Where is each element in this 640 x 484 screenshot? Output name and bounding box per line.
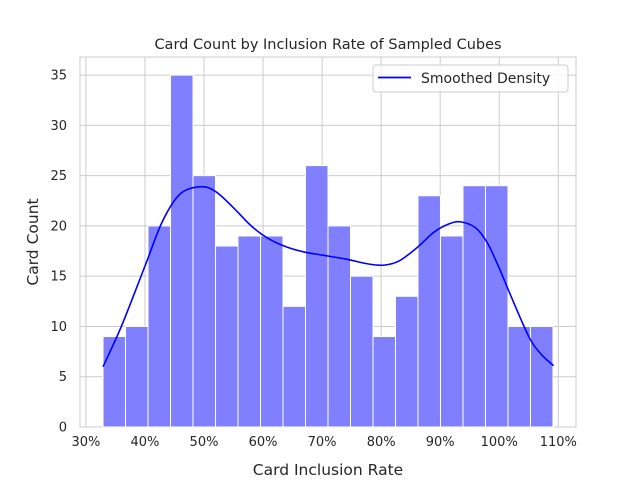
histogram-bar <box>260 235 284 428</box>
density-curve <box>102 185 555 368</box>
y-tick-label: 30 <box>50 119 67 134</box>
histogram-bar <box>215 245 239 428</box>
x-tick-label: 90% <box>426 435 455 450</box>
histogram-bar <box>237 235 262 428</box>
y-tick-label: 15 <box>50 270 67 285</box>
histogram-bar <box>147 225 172 428</box>
histogram-bar <box>484 185 509 428</box>
histogram-bar <box>125 325 149 428</box>
x-tick-label: 40% <box>130 435 159 450</box>
y-tick-label: 10 <box>50 320 67 335</box>
histogram-bar <box>349 275 374 428</box>
histogram-bar <box>372 336 396 428</box>
legend: Smoothed Density <box>372 64 569 93</box>
x-tick-label: 70% <box>308 435 337 450</box>
histogram-bar <box>102 336 127 428</box>
histogram-bar <box>170 74 194 428</box>
histogram-bar <box>529 325 554 428</box>
y-tick-labels: 0 5 10 15 20 25 30 35 <box>50 69 67 436</box>
histogram-bar <box>192 175 217 428</box>
x-tick-label: 110% <box>540 435 577 450</box>
histogram-bar <box>439 235 464 428</box>
x-tick-label: 30% <box>71 435 100 450</box>
y-tick-label: 5 <box>59 370 67 385</box>
histogram-bar <box>282 305 307 428</box>
histogram-bar <box>507 325 531 428</box>
x-tick-label: 50% <box>190 435 219 450</box>
chart-title: Card Count by Inclusion Rate of Sampled … <box>154 37 501 53</box>
x-tick-label: 100% <box>481 435 518 450</box>
x-tick-label: 60% <box>249 435 278 450</box>
legend-label: Smoothed Density <box>421 71 550 87</box>
legend-box <box>372 64 569 93</box>
histogram-bar <box>394 295 419 428</box>
x-axis-label: Card Inclusion Rate <box>253 461 403 479</box>
y-tick-label: 0 <box>59 421 67 436</box>
y-axis-label: Card Count <box>24 198 42 285</box>
x-tick-labels: 30% 40% 50% 60% 70% 80% 90% 100% 110% <box>71 435 576 450</box>
bars <box>102 74 554 428</box>
y-tick-label: 25 <box>50 169 67 184</box>
x-tick-label: 80% <box>367 435 396 450</box>
histogram-bar <box>462 185 486 428</box>
y-tick-label: 35 <box>50 69 67 84</box>
y-tick-label: 20 <box>50 219 67 234</box>
histogram-bar <box>305 165 329 428</box>
